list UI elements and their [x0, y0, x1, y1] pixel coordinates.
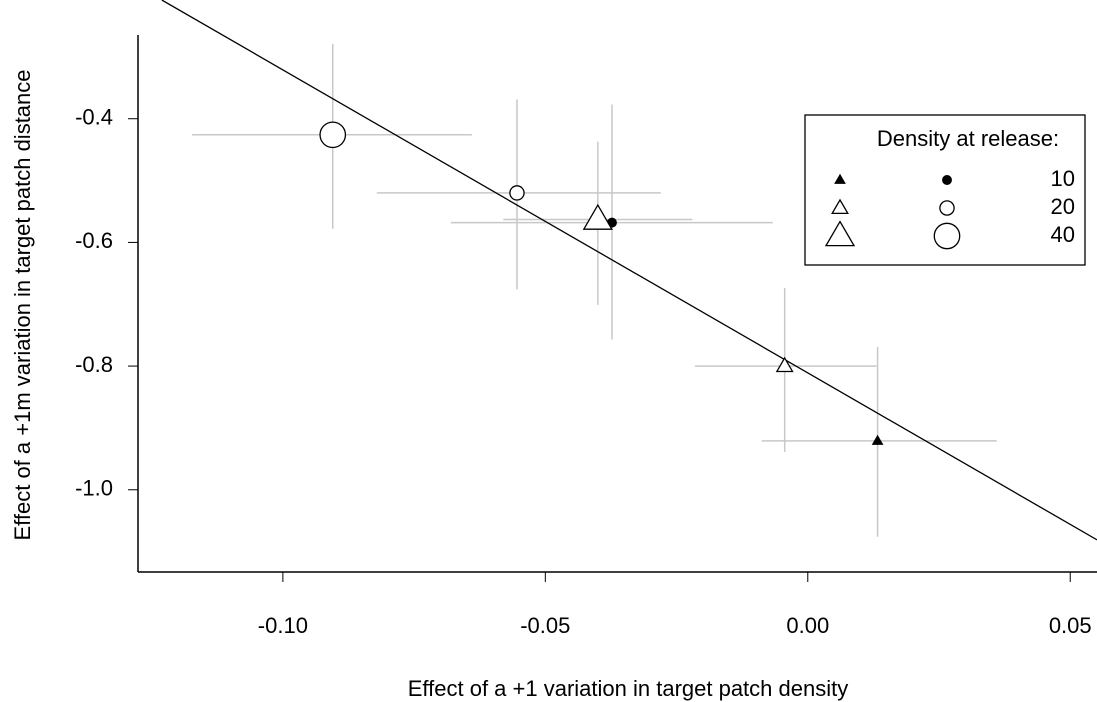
- x-axis-title: Effect of a +1 variation in target patch…: [408, 676, 848, 701]
- y-tick-label: -0.6: [75, 228, 113, 253]
- point: [775, 356, 794, 373]
- y-tick-label: -0.8: [75, 352, 113, 377]
- x-tick-label: -0.10: [258, 613, 308, 638]
- y-tick-label: -0.4: [75, 105, 113, 130]
- legend-marker: [942, 175, 952, 185]
- x-tick-label: 0.05: [1049, 613, 1092, 638]
- x-tick-label: -0.05: [520, 613, 570, 638]
- point: [509, 185, 525, 201]
- y-tick-label: -1.0: [75, 476, 113, 501]
- point: [871, 434, 884, 445]
- point: [319, 121, 347, 149]
- legend-label: 10: [1051, 166, 1075, 191]
- legend-label: 40: [1051, 222, 1075, 247]
- legend-marker: [831, 198, 849, 215]
- legend-marker: [824, 220, 856, 247]
- y-axis-title: Effect of a +1m variation in target patc…: [10, 69, 35, 540]
- legend-title: Density at release:: [877, 126, 1059, 151]
- x-tick-label: 0.00: [786, 613, 829, 638]
- legend-marker: [939, 200, 955, 216]
- point: [582, 203, 613, 230]
- legend-marker: [834, 173, 846, 184]
- legend-marker: [933, 222, 961, 250]
- fit-line: [161, 0, 1097, 541]
- legend-label: 20: [1051, 194, 1075, 219]
